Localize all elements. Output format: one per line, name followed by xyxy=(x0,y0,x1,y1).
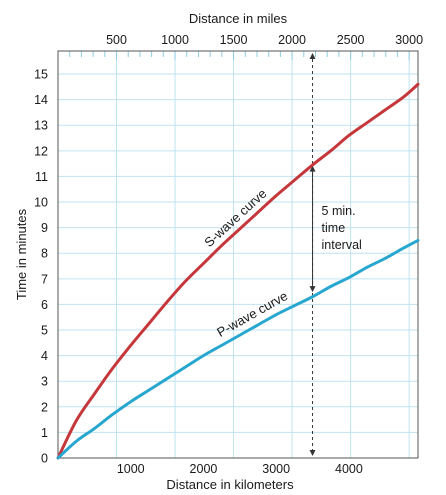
top-tick-label-3: 2000 xyxy=(278,33,306,47)
y-tick-label-3: 3 xyxy=(41,375,48,389)
plot-frame xyxy=(57,50,419,459)
x-axis-tick-labels: 1000 2000 3000 4000 xyxy=(117,462,363,476)
y-tick-label-9: 9 xyxy=(41,221,48,235)
s-wave-series-line xyxy=(56,82,420,460)
y-axis-title: Time in minutes xyxy=(14,208,29,300)
y-tick-label-4: 4 xyxy=(41,349,48,363)
y-tick-label-2: 2 xyxy=(41,400,48,414)
x-tick-label-2: 3000 xyxy=(262,462,290,476)
top-tick-label-2: 1500 xyxy=(220,33,248,47)
y-tick-label-7: 7 xyxy=(41,272,48,286)
interval-arrow-bottom xyxy=(309,286,316,293)
top-axis-tick-labels: 500 1000 1500 2000 2500 3000 xyxy=(106,33,423,47)
top-tick-label-1: 1000 xyxy=(161,33,189,47)
interval-annotation-line-3: interval xyxy=(322,238,362,252)
x-tick-label-3: 4000 xyxy=(335,462,363,476)
y-tick-label-11: 11 xyxy=(35,170,48,184)
y-tick-label-13: 13 xyxy=(34,119,48,133)
top-tick-label-5: 3000 xyxy=(395,33,423,47)
top-axis-ticks xyxy=(69,51,410,60)
y-tick-label-10: 10 xyxy=(34,196,48,210)
x-tick-label-1: 2000 xyxy=(190,462,218,476)
top-axis-title: Distance in miles xyxy=(189,11,288,26)
y-tick-label-8: 8 xyxy=(41,247,48,261)
dashed-line-arrow-bottom xyxy=(309,450,316,456)
grid xyxy=(58,51,418,458)
x-axis-title: Distance in kilometers xyxy=(166,477,294,492)
top-tick-label-4: 2500 xyxy=(337,33,365,47)
y-tick-label-0: 0 xyxy=(41,452,48,466)
y-tick-label-6: 6 xyxy=(41,298,48,312)
y-tick-label-15: 15 xyxy=(34,68,48,82)
y-tick-label-5: 5 xyxy=(41,324,48,338)
interval-annotation-line-2: time xyxy=(322,221,346,235)
interval-annotation-line-1: 5 min. xyxy=(322,204,356,218)
y-tick-label-14: 14 xyxy=(34,93,48,107)
p-wave-series-line xyxy=(56,238,420,460)
time-interval-annotation: 5 min. time interval xyxy=(309,53,362,456)
top-tick-label-0: 500 xyxy=(106,33,127,47)
y-tick-label-12: 12 xyxy=(34,144,48,158)
x-tick-label-0: 1000 xyxy=(117,462,145,476)
dashed-line-arrow-top xyxy=(309,53,316,59)
interval-arrow-top xyxy=(309,165,316,172)
y-tick-label-1: 1 xyxy=(41,426,48,440)
